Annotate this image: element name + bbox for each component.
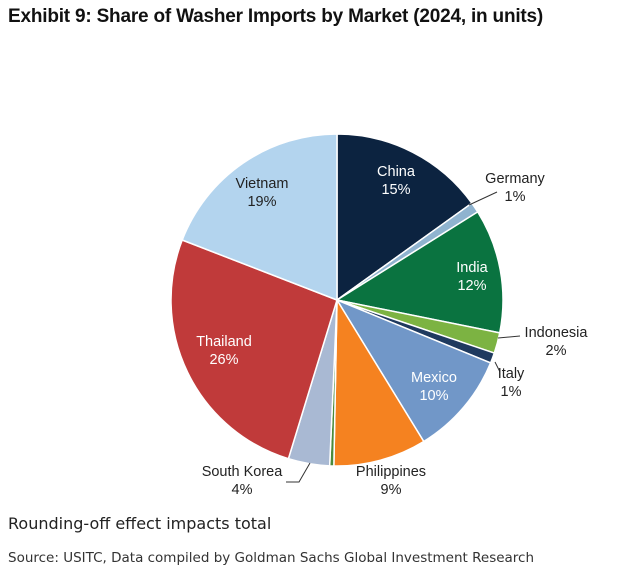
slice-label-italy: Italy 1% (498, 366, 525, 400)
pie-slice-thailand (170, 239, 338, 460)
slice-label-china: China 15% (377, 164, 416, 198)
chart-title: Exhibit 9: Share of Washer Imports by Ma… (8, 6, 544, 27)
slice-labels: China 15% Germany 1% India 12% Indonesia 2%Ital… (196, 164, 588, 498)
leader-line-italy (494, 361, 501, 373)
leader-line-indonesia (497, 335, 521, 339)
source-note: Source: USITC, Data compiled by Goldman … (8, 550, 535, 566)
slice-label-vietnam: Vietnam 19% (236, 176, 289, 210)
slice-label-thailand: Thailand 26% (196, 334, 252, 368)
leader-line-south-korea (286, 462, 311, 483)
slice-label-germany: Germany 1% (485, 171, 545, 205)
slice-label-mexico: Mexico 10% (411, 370, 457, 404)
pie-slices (170, 133, 504, 467)
rounding-note: Rounding-off effect impacts total (8, 514, 272, 533)
pie-slice-philippines (333, 297, 425, 467)
pie-slice-india (335, 210, 504, 334)
slice-label-philippines: Philippines 9% (356, 464, 426, 498)
leader-line-germany (468, 191, 498, 206)
pie-slice-china (336, 133, 473, 302)
slice-label-indonesia: Indonesia 2% (525, 325, 589, 359)
slice-label-india: India 12% (456, 260, 488, 294)
pie-slice-vietnam (181, 133, 338, 302)
leader-lines (286, 191, 521, 483)
pie-slice-mexico (335, 298, 492, 443)
slice-label-south-korea: South Korea 4% (202, 464, 284, 498)
